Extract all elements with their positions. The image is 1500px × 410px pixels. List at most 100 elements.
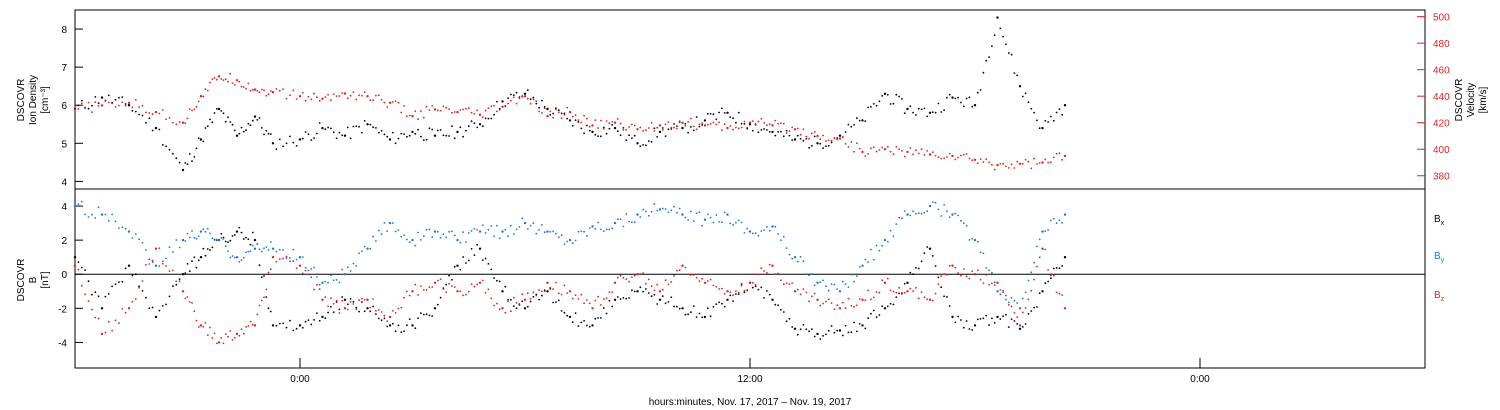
b-point: [217, 341, 221, 344]
series-dot: [114, 220, 117, 223]
series-dot: [330, 274, 332, 277]
series-dot: [766, 290, 768, 292]
series-dot: [909, 105, 912, 108]
series-dot: [633, 290, 636, 293]
series-dot: [583, 114, 585, 117]
series-dot: [462, 135, 464, 138]
series-dot: [875, 316, 878, 318]
series-dot: [233, 84, 236, 86]
series-dot: [91, 308, 93, 311]
series-dot: [645, 288, 647, 290]
series-dot: [811, 273, 813, 275]
series-dot: [1044, 248, 1047, 251]
series-dot: [895, 146, 898, 148]
series-dot: [383, 133, 386, 136]
series-dot: [670, 128, 673, 130]
series-dot: [406, 238, 408, 241]
series-dot: [372, 99, 374, 101]
series-dot: [541, 294, 543, 297]
series-dot: [1036, 306, 1038, 308]
series-dot: [487, 117, 490, 120]
series-dot: [889, 289, 892, 292]
series-dot: [780, 279, 782, 282]
series-dot: [563, 113, 566, 116]
series-dot: [991, 45, 993, 47]
series-dot: [751, 129, 754, 132]
series-dot: [850, 273, 853, 276]
series-dot: [148, 117, 151, 119]
series-dot: [151, 113, 154, 116]
series-dot: [394, 312, 397, 314]
b-point: [726, 213, 729, 216]
series-dot: [597, 317, 599, 319]
series-dot: [723, 305, 726, 308]
series-dot: [80, 284, 83, 287]
series-dot: [796, 134, 799, 137]
series-dot: [872, 103, 875, 105]
b-label-3: [nT]: [40, 271, 51, 288]
density-point: [928, 111, 932, 115]
b-point: [1041, 247, 1044, 250]
series-dot: [622, 127, 625, 129]
series-dot: [227, 250, 229, 253]
series-dot: [656, 283, 659, 286]
series-dot: [687, 131, 689, 134]
series-dot: [960, 319, 962, 321]
series-dot: [830, 141, 833, 144]
series-dot: [263, 89, 265, 92]
series-dot: [678, 307, 681, 310]
series-dot: [1005, 165, 1007, 168]
series-dot: [757, 120, 760, 123]
series-dot: [285, 97, 288, 100]
series-dot: [242, 130, 245, 133]
series-dot: [827, 144, 830, 147]
series-dot: [586, 299, 588, 301]
series-dot: [425, 138, 428, 141]
series-dot: [445, 291, 448, 294]
series-dot: [428, 109, 431, 111]
series-dot: [976, 91, 979, 94]
series-dot: [912, 153, 914, 156]
series-dot: [394, 142, 397, 145]
series-dot: [278, 248, 281, 251]
series-dot: [664, 135, 667, 138]
series-dot: [647, 278, 650, 281]
series-dot: [628, 297, 630, 299]
series-dot: [872, 309, 875, 312]
series-dot: [417, 294, 419, 296]
series-dot: [1021, 311, 1024, 314]
series-dot: [118, 281, 120, 283]
series-dot: [982, 71, 985, 74]
b-point: [343, 298, 347, 301]
series-dot: [563, 311, 566, 314]
series-dot: [134, 273, 137, 276]
series-dot: [265, 288, 268, 291]
series-dot: [673, 123, 675, 125]
series-dot: [445, 106, 448, 109]
series-dot: [940, 286, 943, 289]
velocity-point: [636, 128, 639, 131]
series-dot: [1033, 111, 1035, 114]
series-dot: [202, 140, 205, 143]
series-dot: [484, 257, 487, 260]
series-dot: [616, 130, 619, 133]
series-dot: [213, 112, 216, 114]
series-dot: [571, 297, 574, 300]
series-dot: [594, 299, 597, 302]
series-dot: [363, 245, 366, 248]
series-dot: [304, 131, 307, 133]
density-point: [546, 107, 549, 111]
series-dot: [825, 140, 827, 143]
series-dot: [465, 241, 467, 244]
series-dot: [1030, 289, 1033, 292]
density-point: [235, 134, 239, 137]
density-point: [726, 111, 729, 115]
series-dot: [889, 302, 892, 305]
series-dot: [785, 247, 788, 250]
series-dot: [811, 144, 813, 147]
series-dot: [737, 291, 740, 294]
series-dot: [1047, 121, 1049, 123]
series-dot: [715, 286, 718, 288]
series-dot: [650, 140, 653, 143]
